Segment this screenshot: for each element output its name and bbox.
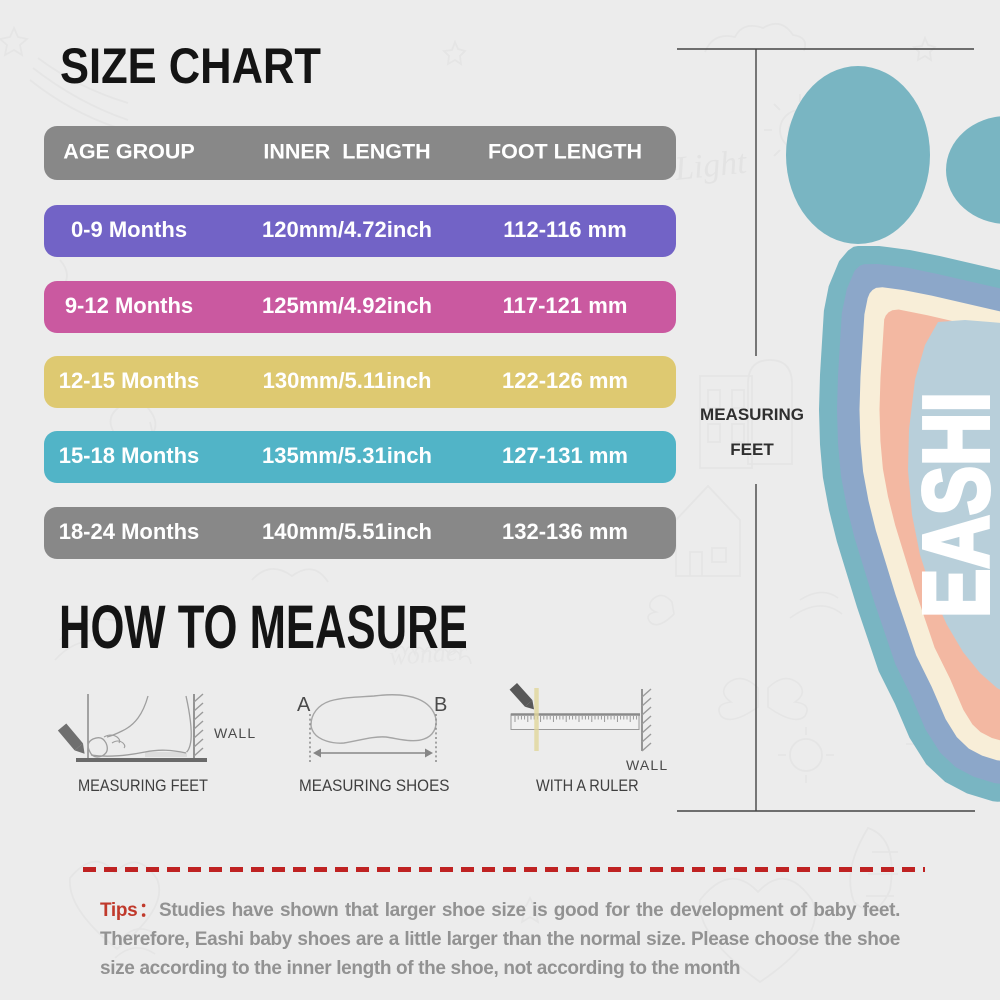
- svg-text:wonder: wonder: [388, 637, 469, 671]
- svg-text:Light: Light: [672, 143, 750, 188]
- svg-text:EASHI: EASHI: [904, 392, 1000, 618]
